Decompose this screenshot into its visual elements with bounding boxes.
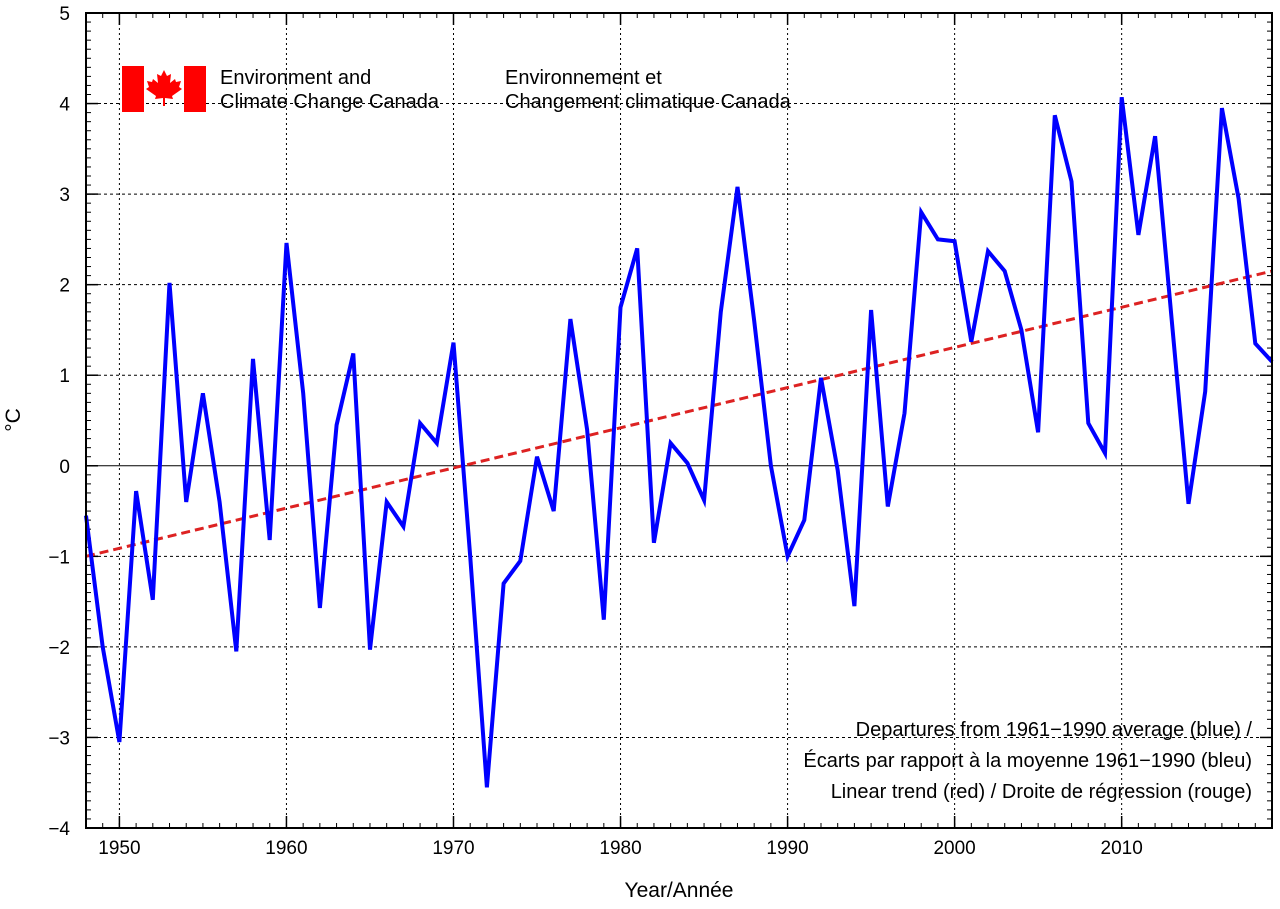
logo-french-line-1: Environnement et: [505, 67, 662, 89]
plot-frame: [86, 13, 1272, 828]
y-tick-label: 1: [59, 366, 70, 387]
y-tick-label: 2: [59, 276, 70, 297]
logo-french-line-2: Changement climatique Canada: [505, 91, 792, 113]
legend: Departures from 1961−1990 average (blue)…: [803, 719, 1252, 803]
legend-line-1: Departures from 1961−1990 average (blue)…: [856, 719, 1253, 741]
grid: [86, 13, 1272, 828]
legend-line-3: Linear trend (red) / Droite de régressio…: [831, 781, 1252, 803]
y-tick-label: 3: [59, 185, 70, 206]
y-tick-label: −3: [48, 728, 70, 749]
trend-line: [86, 271, 1272, 556]
axis-ticks: [86, 13, 1272, 828]
maple-leaf-icon: [146, 70, 182, 106]
y-tick-label: 0: [59, 457, 70, 478]
x-tick-label: 1970: [432, 838, 474, 859]
x-tick-label: 1990: [766, 838, 808, 859]
y-axis-label: °C: [2, 408, 25, 432]
x-tick-label: 1950: [98, 838, 140, 859]
logo-english-line-1: Environment and: [220, 67, 371, 89]
x-tick-label: 2000: [933, 838, 975, 859]
x-axis-label: Year/Année: [625, 879, 734, 902]
y-tick-label: −4: [48, 819, 70, 840]
x-tick-labels: 1950 1960 1970 1980 1990 2000 2010: [98, 838, 1143, 859]
eccc-logo: Environment and Climate Change Canada En…: [122, 66, 792, 113]
canada-flag-icon: [122, 66, 206, 112]
logo-english-line-2: Climate Change Canada: [220, 91, 440, 113]
y-tick-label: 5: [59, 4, 70, 25]
y-tick-label: −2: [48, 638, 70, 659]
legend-line-2: Écarts par rapport à la moyenne 1961−199…: [803, 749, 1252, 772]
y-tick-label: 4: [59, 95, 70, 116]
x-tick-label: 1960: [265, 838, 307, 859]
x-tick-label: 1980: [599, 838, 641, 859]
y-tick-labels: −4 −3 −2 −1 0 1 2 3 4 5: [48, 4, 70, 840]
temperature-series-line: [86, 97, 1272, 787]
x-tick-label: 2010: [1101, 838, 1143, 859]
y-tick-label: −1: [48, 547, 70, 568]
